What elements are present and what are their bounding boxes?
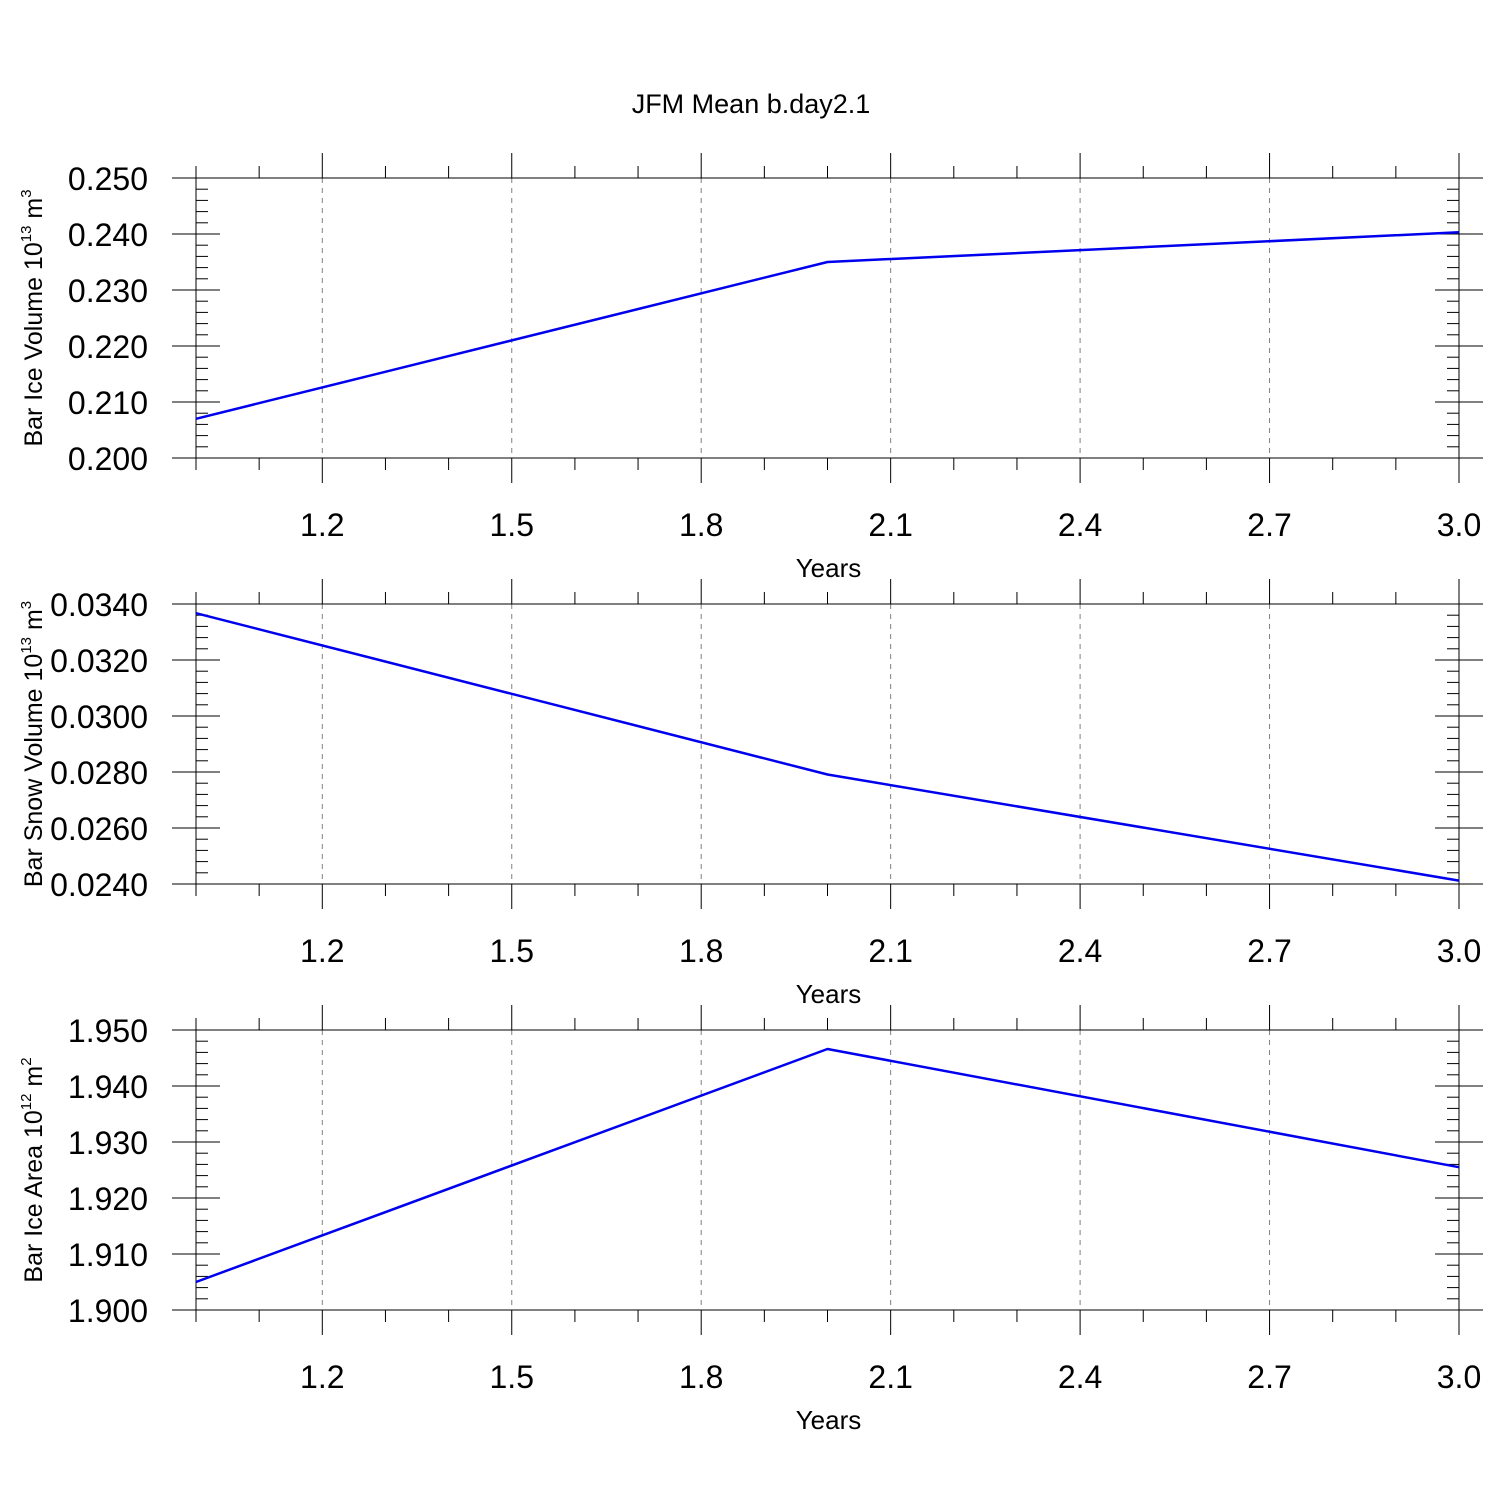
- x-tick-label: 1.8: [679, 1359, 723, 1395]
- y-tick-label: 0.210: [68, 385, 148, 421]
- panel-1: 1.2 1.5 1.8 2.1 2.4 2.7 3.0 0.200 0.210 0.220 0.23…: [18, 153, 1483, 583]
- x-tick-label: 2.7: [1247, 1359, 1291, 1395]
- x-tick-label: 2.7: [1247, 933, 1291, 969]
- x-tick-label: 1.2: [300, 507, 344, 543]
- y-tick-label: 0.0240: [50, 867, 148, 903]
- x-tick-label: 2.4: [1058, 1359, 1102, 1395]
- y-axis-title-superscript: 2: [18, 1057, 35, 1065]
- y-axis-title-superscript: 12: [18, 1094, 35, 1111]
- y-axis-title-superscript: 3: [18, 601, 35, 609]
- panels: 1.2 1.5 1.8 2.1 2.4 2.7 3.0 0.200 0.210 0.220 0.23…: [18, 153, 1483, 1435]
- x-tick-label: 1.2: [300, 1359, 344, 1395]
- y-tick-label: 1.930: [68, 1125, 148, 1161]
- y-axis-title: Bar Snow Volume 1013 m3: [18, 601, 48, 887]
- y-axis-title-text: m: [20, 198, 48, 226]
- y-tick-label: 0.200: [68, 441, 148, 477]
- panel-3: 1.2 1.5 1.8 2.1 2.4 2.7 3.0 1.900 1.910 1.920 1.93…: [18, 1005, 1483, 1435]
- y-axis-title-text: m: [20, 609, 48, 637]
- y-tick-label: 0.0300: [50, 699, 148, 735]
- x-tick-label: 1.2: [300, 933, 344, 969]
- x-tick-label: 2.1: [868, 1359, 912, 1395]
- x-axis-title: Years: [796, 1405, 862, 1435]
- x-tick-label: 2.7: [1247, 507, 1291, 543]
- y-tick-label: 1.900: [68, 1293, 148, 1329]
- x-tick-label: 3.0: [1437, 933, 1481, 969]
- y-axis-title: Bar Ice Area 1012 m2: [18, 1057, 48, 1282]
- y-tick-label: 0.0320: [50, 643, 148, 679]
- x-axis-title: Years: [796, 979, 862, 1009]
- y-tick-label: 1.920: [68, 1181, 148, 1217]
- x-tick-label: 1.5: [490, 933, 534, 969]
- y-axis-title-text: m: [20, 1066, 48, 1094]
- y-tick-label: 0.0260: [50, 811, 148, 847]
- x-tick-label: 3.0: [1437, 1359, 1481, 1395]
- y-tick-label: 1.950: [68, 1013, 148, 1049]
- x-axis-title: Years: [796, 553, 862, 583]
- y-tick-label: 0.230: [68, 273, 148, 309]
- x-tick-label: 1.5: [490, 1359, 534, 1395]
- figure-title: JFM Mean b.day2.1: [632, 89, 871, 119]
- x-tick-label: 2.1: [868, 933, 912, 969]
- y-tick-label: 1.910: [68, 1237, 148, 1273]
- y-tick-label: 1.940: [68, 1069, 148, 1105]
- series-line: [195, 611, 1460, 882]
- series-line: [195, 231, 1460, 421]
- x-tick-label: 2.4: [1058, 933, 1102, 969]
- y-axis-title-superscript: 3: [18, 189, 35, 197]
- x-tick-label: 1.5: [490, 507, 534, 543]
- x-tick-label: 1.8: [679, 933, 723, 969]
- y-tick-label: 0.220: [68, 329, 148, 365]
- y-axis-title-text: Bar Ice Volume 10: [20, 242, 48, 446]
- y-axis-title-superscript: 13: [18, 226, 35, 243]
- x-tick-label: 2.1: [868, 507, 912, 543]
- y-tick-label: 0.240: [68, 217, 148, 253]
- x-tick-label: 2.4: [1058, 507, 1102, 543]
- y-tick-label: 0.0280: [50, 755, 148, 791]
- x-tick-label: 3.0: [1437, 507, 1481, 543]
- y-tick-label: 0.0340: [50, 587, 148, 623]
- y-axis-title-superscript: 13: [18, 637, 35, 654]
- y-axis-title-text: Bar Snow Volume 10: [20, 654, 48, 887]
- y-tick-label: 0.250: [68, 161, 148, 197]
- panel-2: 1.2 1.5 1.8 2.1 2.4 2.7 3.0 0.0240 0.0260 0.0280 0…: [18, 579, 1483, 1009]
- series-line: [195, 1047, 1460, 1284]
- y-axis-title: Bar Ice Volume 1013 m3: [18, 189, 48, 446]
- x-tick-label: 1.8: [679, 507, 723, 543]
- y-axis-title-text: Bar Ice Area 10: [20, 1110, 48, 1282]
